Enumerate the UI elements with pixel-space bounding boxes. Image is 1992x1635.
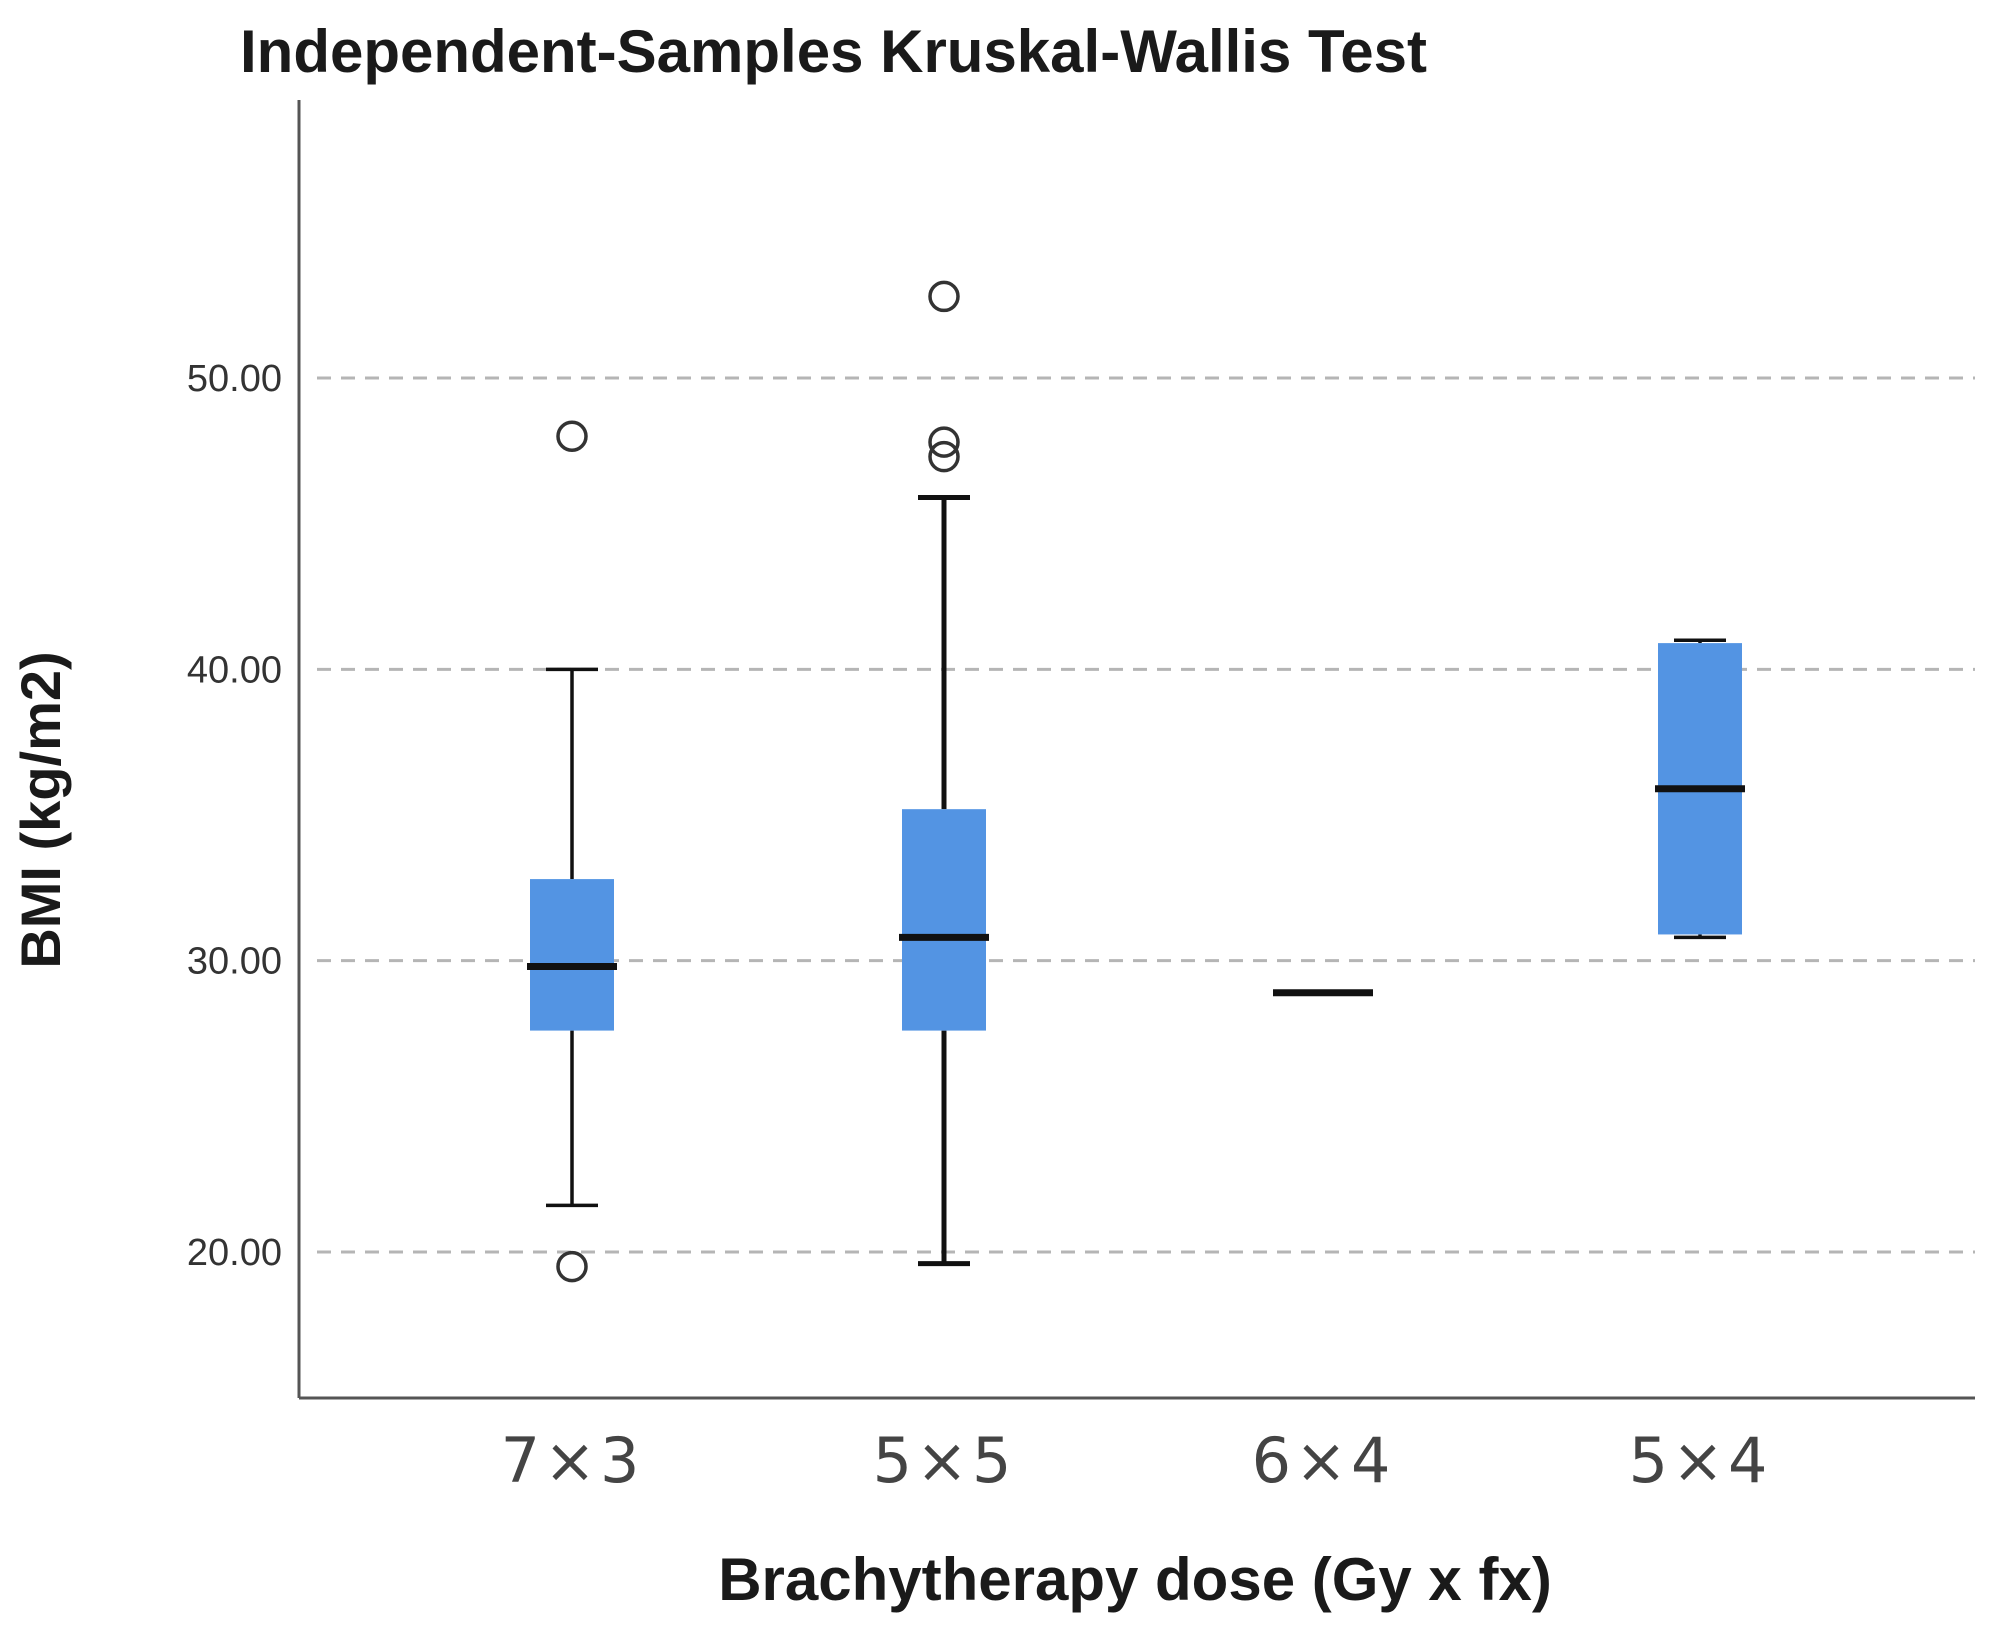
y-axis-label: BMI (kg/m2): [9, 651, 72, 968]
y-tick-labels: 20.00 30.00 40.00 50.00: [187, 358, 282, 1274]
outlier-point: [928, 426, 960, 458]
x-tick-label-3: 6×4: [1252, 1424, 1395, 1497]
x-tick-label-1: 7×3: [501, 1424, 644, 1497]
outlier-point: [556, 420, 588, 453]
y-tick-label-20: 20.00: [187, 1232, 282, 1274]
box-group-1: [527, 420, 617, 1283]
iqr-box: [530, 879, 614, 1031]
y-tick-label-40: 40.00: [187, 649, 282, 691]
box-group-2: [899, 280, 989, 1267]
iqr-box: [902, 809, 986, 1031]
boxes: [527, 280, 1745, 1283]
x-axis-label: Brachytherapy dose (Gy x fx): [718, 1546, 1552, 1613]
x-tick-label-4: 5×4: [1629, 1424, 1772, 1497]
chart-title: Independent-Samples Kruskal-Wallis Test: [240, 18, 1427, 85]
outlier-point: [556, 1250, 588, 1283]
box-group-4: [1655, 638, 1745, 940]
outlier-point: [928, 440, 960, 473]
x-tick-labels: 7×3 5×5 6×4 5×4: [501, 1424, 1772, 1497]
x-tick-label-2: 5×5: [873, 1424, 1016, 1497]
y-tick-label-50: 50.00: [187, 358, 282, 400]
y-tick-label-30: 30.00: [187, 941, 282, 983]
outlier-point: [928, 280, 960, 313]
